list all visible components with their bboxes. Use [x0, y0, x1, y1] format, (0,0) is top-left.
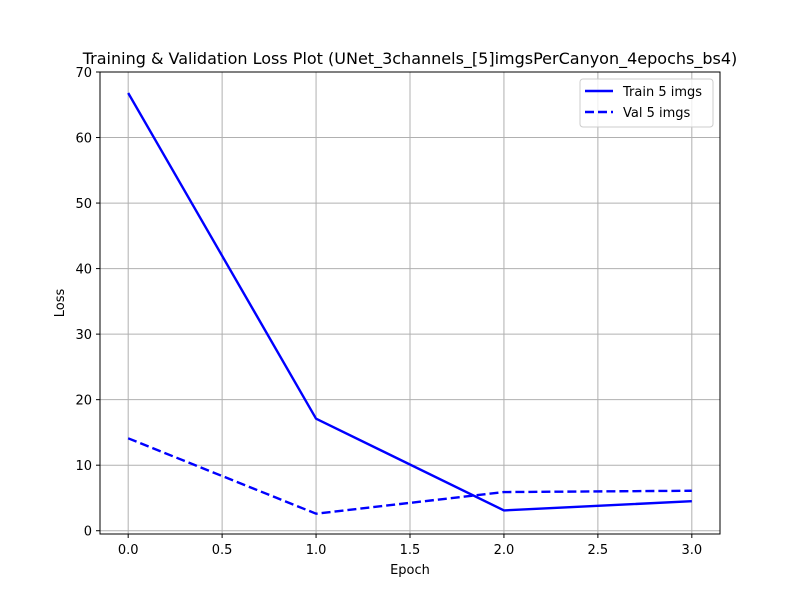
x-axis-label: Epoch	[390, 563, 430, 578]
y-tick-label: 40	[75, 263, 92, 278]
y-tick-label: 60	[75, 132, 92, 147]
x-tick-label: 0.5	[212, 543, 233, 558]
y-axis: 0 10 20 30 40 50 60 70	[75, 66, 100, 540]
legend: Train 5 imgs Val 5 imgs	[579, 78, 714, 128]
series-layer	[127, 92, 692, 515]
x-tick-label: 2.0	[494, 543, 515, 558]
y-tick-label: 70	[75, 66, 92, 81]
legend-box	[579, 78, 714, 128]
series-line-0	[127, 92, 692, 512]
y-tick-label: 0	[84, 525, 92, 540]
legend-label-1: Val 5 imgs	[623, 106, 691, 121]
x-tick-label: 1.5	[400, 543, 421, 558]
chart-title: Training & Validation Loss Plot (UNet_3c…	[82, 49, 738, 69]
x-tick-label: 0.0	[118, 543, 139, 558]
series-line-1	[127, 437, 692, 515]
legend-label-0: Train 5 imgs	[622, 85, 702, 100]
x-axis: 0.0 0.5 1.0 1.5 2.0 2.5 3.0	[118, 534, 702, 558]
x-tick-label: 1.0	[306, 543, 327, 558]
y-axis-label: Loss	[53, 289, 68, 318]
y-tick-label: 10	[75, 459, 92, 474]
y-tick-label: 50	[75, 197, 92, 212]
x-tick-label: 3.0	[681, 543, 702, 558]
y-tick-label: 30	[75, 328, 92, 343]
y-tick-label: 20	[75, 394, 92, 409]
x-tick-label: 2.5	[588, 543, 609, 558]
